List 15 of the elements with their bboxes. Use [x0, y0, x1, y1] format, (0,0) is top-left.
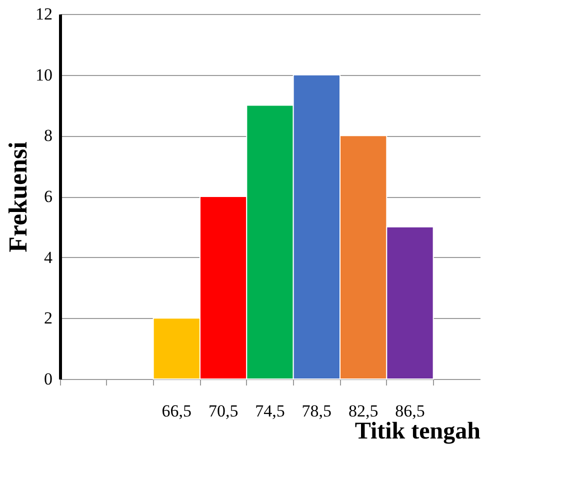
x-tick-label: 66,5	[162, 402, 192, 420]
x-tick-label: 70,5	[208, 402, 238, 420]
x-tick-label: 86,5	[395, 402, 425, 420]
y-tick-label: 0	[44, 370, 52, 388]
y-tick-label: 4	[44, 248, 53, 267]
y-tick-label: 8	[44, 126, 52, 146]
x-axis-title: Titik tengah	[354, 418, 480, 444]
y-tick-label: 10	[36, 65, 52, 84]
y-tick-label: 2	[44, 308, 52, 328]
x-tick-label: 78,5	[302, 402, 332, 420]
y-tick-label: 12	[36, 4, 52, 24]
y-tick-label: 6	[44, 187, 52, 206]
x-tick-label: 74,5	[255, 402, 285, 420]
x-tick-label: 82,5	[348, 402, 378, 420]
y-axis-title: Frekuensi	[4, 142, 32, 252]
